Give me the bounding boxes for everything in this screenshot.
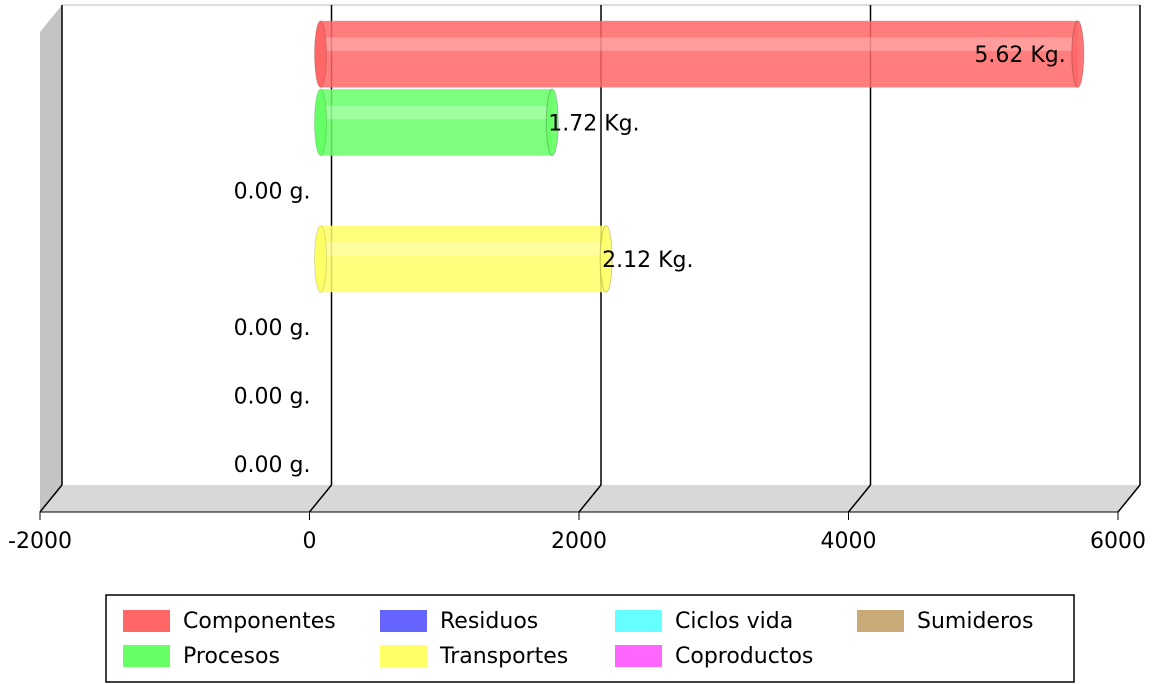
value-label: 2.12 Kg.	[602, 248, 693, 273]
x-tick-label: -2000	[8, 529, 72, 554]
value-label: 0.00 g.	[234, 453, 311, 478]
bar-cap	[599, 225, 613, 293]
bar	[320, 89, 553, 156]
value-label: 0.00 g.	[234, 384, 311, 409]
x-tick-label: 6000	[1090, 529, 1146, 554]
x-tick-label: 2000	[551, 529, 607, 554]
grid-line-floor	[578, 484, 602, 513]
legend-swatch	[857, 610, 904, 632]
legend-swatch	[380, 645, 427, 667]
legend-label: Transportes	[439, 644, 568, 669]
x-tick-label: 4000	[821, 529, 877, 554]
grid-line-floor	[39, 484, 63, 513]
value-label: 1.72 Kg.	[548, 111, 639, 136]
bar-cap	[314, 225, 327, 293]
value-label: 0.00 g.	[234, 180, 311, 205]
legend-swatch	[380, 610, 427, 632]
bar-cap	[314, 20, 327, 88]
x-tick-label: 0	[303, 529, 317, 554]
bar	[320, 20, 1078, 88]
legend	[105, 594, 1075, 683]
grid-line-floor	[308, 484, 333, 513]
grid-line-floor	[1117, 484, 1141, 513]
bar-highlight	[320, 242, 607, 256]
legend-label: Coproductos	[675, 644, 813, 669]
bar	[320, 225, 607, 293]
bar-cap	[545, 88, 559, 157]
bar-cap	[1071, 20, 1085, 88]
grid-line-floor	[847, 484, 872, 513]
legend-label: Sumideros	[917, 609, 1033, 634]
legend-swatch	[123, 645, 170, 667]
legend-label: Residuos	[440, 609, 538, 634]
bar-cap	[314, 88, 327, 157]
legend-swatch	[615, 610, 662, 632]
value-label: 0.00 g.	[234, 316, 311, 341]
left-wall	[40, 5, 62, 512]
bar-highlight	[320, 105, 553, 120]
legend-label: Ciclos vida	[675, 609, 793, 634]
legend-swatch	[123, 610, 170, 632]
legend-label: Procesos	[183, 644, 280, 669]
legend-swatch	[615, 645, 662, 667]
value-label: 5.62 Kg.	[974, 43, 1065, 68]
legend-label: Componentes	[183, 609, 336, 634]
bar-highlight	[320, 37, 1078, 51]
